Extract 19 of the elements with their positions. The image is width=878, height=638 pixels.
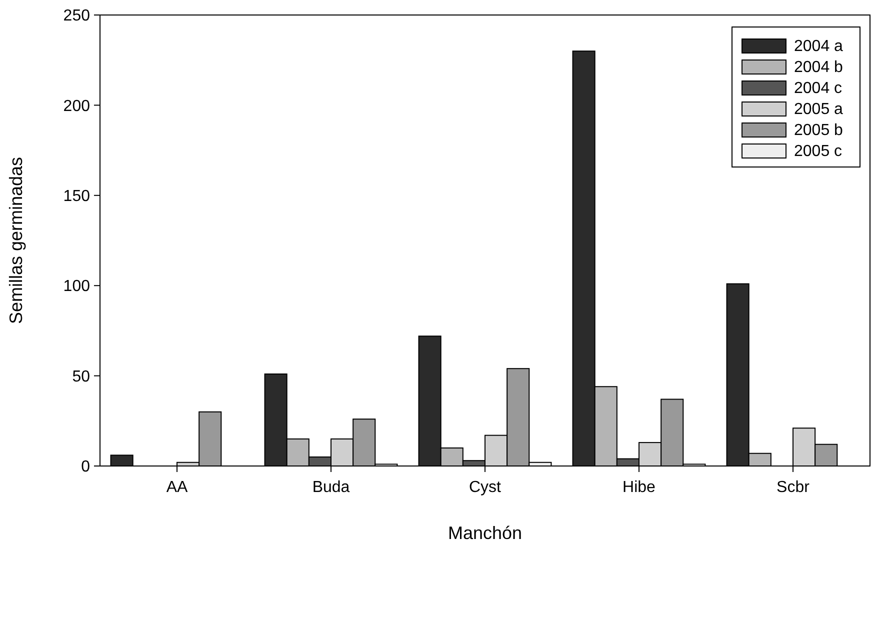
y-tick-label: 100 [63,278,90,296]
x-tick-label: AA [166,479,188,496]
x-tick-label: Cyst [469,479,502,496]
y-tick-label: 50 [72,368,90,386]
y-tick-label: 200 [63,98,90,115]
y-tick-label: 150 [63,188,90,205]
legend-label: 2005 a [794,101,844,118]
x-tick-label: Scbr [776,479,810,496]
x-tick-label: Hibe [622,479,656,496]
legend-label: 2004 a [794,38,844,55]
legend-label: 2005 c [794,143,842,160]
legend-label: 2004 b [794,59,844,76]
x-axis-title: Manchón [448,523,522,543]
y-tick-label: 0 [81,458,90,476]
y-tick-label: 250 [63,8,90,25]
x-tick-label: Buda [312,479,350,496]
y-axis-title: Semillas germinadas [6,156,26,324]
legend-label: 2005 b [794,122,844,139]
legend-label: 2004 c [794,80,842,97]
